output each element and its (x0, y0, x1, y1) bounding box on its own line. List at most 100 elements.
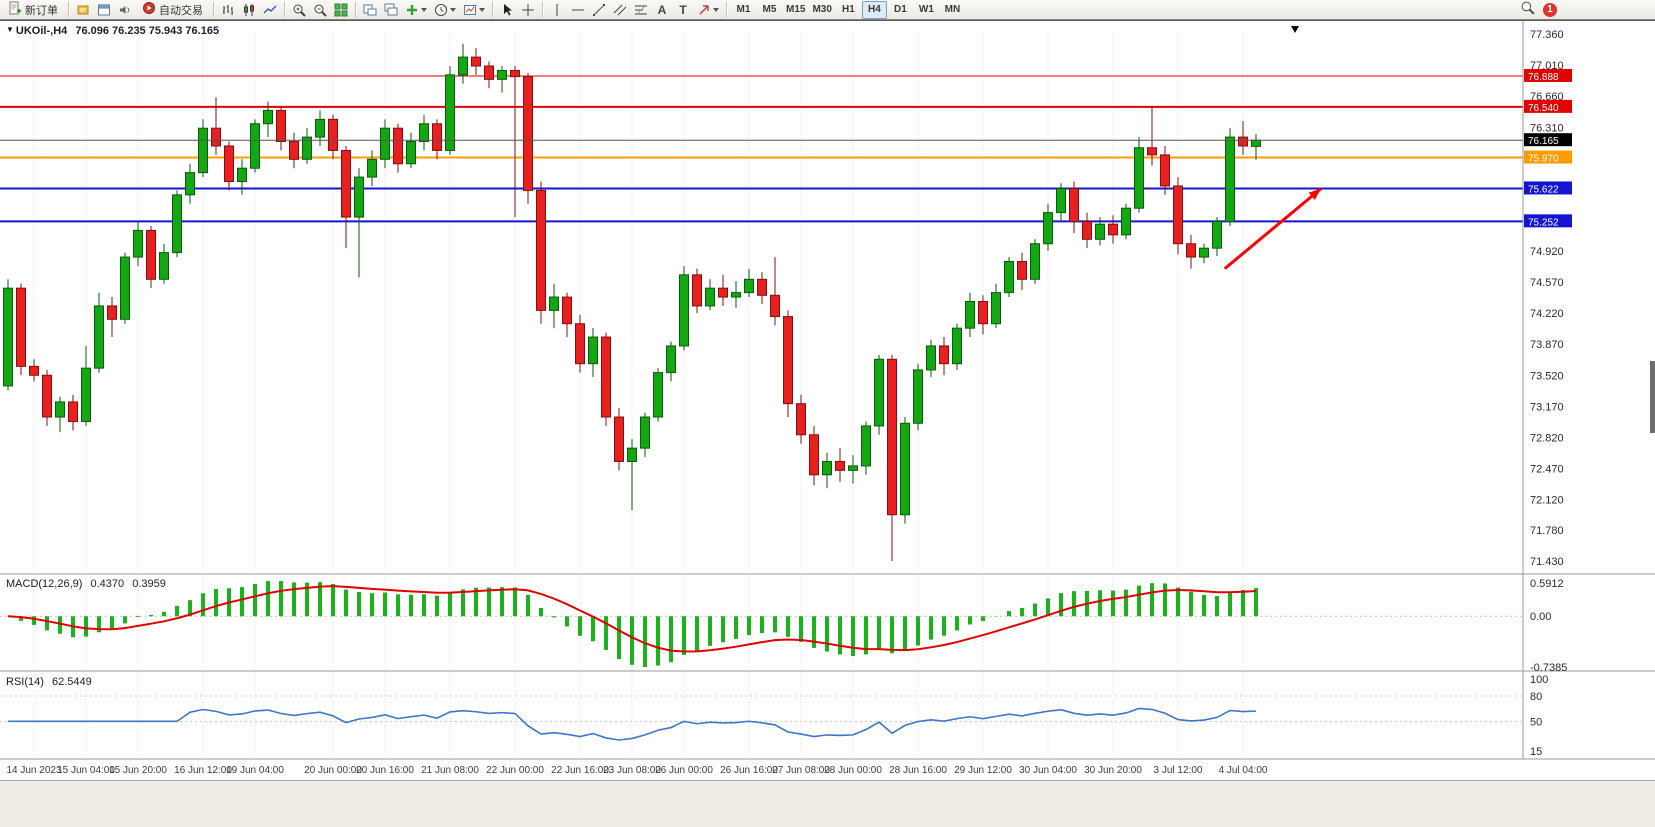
vertical-line-icon[interactable] (547, 1, 567, 19)
candle (692, 274, 702, 307)
candle (1121, 207, 1131, 236)
cursor-icon[interactable] (497, 1, 517, 19)
zoom-out-icon[interactable] (310, 1, 330, 19)
candle (120, 256, 130, 320)
indicators-add-icon[interactable] (402, 1, 430, 19)
chart-title: ▼ UKOil-,H4 76.096 76.235 75.943 76.165 (6, 25, 219, 37)
candle (1004, 261, 1014, 294)
periods-clock-icon[interactable] (431, 1, 459, 19)
symbols-icon[interactable] (73, 1, 93, 19)
macd-signal-value: 0.3959 (132, 578, 166, 590)
candle (1017, 261, 1027, 280)
text-icon[interactable]: A (657, 2, 667, 17)
sound-icon[interactable] (115, 1, 135, 19)
level-badge (1524, 150, 1572, 164)
time-axis-label: 20 Jun 00:00 (304, 765, 362, 776)
autotrading-button[interactable]: 自动交易 (136, 1, 209, 19)
candle (29, 365, 39, 376)
candle (614, 416, 624, 462)
channel-icon[interactable] (610, 1, 630, 19)
timeframe-h1[interactable]: H1 (842, 4, 855, 15)
candle (1238, 136, 1248, 147)
autotrading-icon (142, 1, 156, 18)
trend-arrow-head (1308, 188, 1321, 201)
text-label-icon[interactable]: T (679, 2, 687, 17)
arrange-windows-icon[interactable] (360, 1, 380, 19)
candle (445, 74, 455, 151)
candlestick-icon[interactable] (239, 1, 259, 19)
candle (328, 118, 338, 151)
price-tick: 73.520 (1530, 370, 1564, 382)
price-tick: 74.220 (1530, 308, 1564, 320)
timeframe-m5[interactable]: M5 (762, 4, 777, 15)
svg-text:76.165: 76.165 (1528, 136, 1559, 147)
chart-shift-marker-icon[interactable] (1291, 26, 1299, 33)
line-chart-icon[interactable] (260, 1, 280, 19)
candle (874, 358, 884, 427)
chart-window-icon[interactable] (94, 1, 114, 19)
rsi-scale-label: 50 (1530, 716, 1542, 728)
trend-arrow[interactable] (1223, 187, 1322, 270)
crosshair-icon[interactable] (518, 1, 538, 19)
chart-area[interactable]: 14 Jun 2023 15 Jun 04:00 15 Jun 20:00 16 Ju… (0, 20, 1655, 781)
horizontal-line-icon[interactable] (568, 1, 588, 19)
time-axis-label: 15 Jun 20:00 (109, 765, 167, 776)
level-badge (1524, 68, 1572, 82)
rsi-value: 62.5449 (51, 676, 92, 688)
candle (822, 460, 832, 476)
main-chart (3, 43, 1261, 561)
timeframe-m30[interactable]: M30 (812, 4, 832, 15)
vertical-scrollbar-thumb[interactable] (1650, 361, 1655, 433)
candle (744, 278, 754, 294)
price-tick: 73.170 (1530, 401, 1564, 413)
candle (354, 176, 364, 218)
candle (380, 127, 390, 160)
candle (705, 287, 715, 307)
search-icon[interactable] (1520, 0, 1535, 20)
arrows-icon[interactable] (694, 1, 722, 19)
time-axis-label: 28 Jun 00:00 (824, 765, 882, 776)
timeframe-m1[interactable]: M1 (736, 4, 751, 15)
timeframe-group: M1 M5 M15 M30 H1 H4 D1 W1 MN (731, 0, 965, 19)
fibonacci-icon[interactable] (631, 1, 651, 19)
time-axis-label: 19 Jun 04:00 (226, 765, 284, 776)
time-axis-label: 3 Jul 12:00 (1154, 765, 1203, 776)
autotrading-label: 自动交易 (159, 4, 203, 17)
candle (315, 118, 325, 138)
new-order-button[interactable]: 新订单 (2, 1, 64, 19)
candle (250, 123, 260, 169)
timeframe-d1[interactable]: D1 (894, 4, 907, 15)
candle (146, 229, 156, 280)
level-badge (1524, 181, 1572, 195)
chevron-down-icon (450, 7, 456, 12)
price-tick: 72.820 (1530, 432, 1564, 444)
candle (172, 194, 182, 254)
candle (1251, 139, 1261, 147)
timeframe-w1[interactable]: W1 (918, 4, 934, 15)
tile-windows-icon[interactable] (331, 1, 351, 19)
candle (900, 422, 910, 516)
collapse-triangle-icon[interactable]: ▼ (6, 25, 14, 34)
candle (81, 367, 91, 422)
time-axis-label: 23 Jun 08:00 (603, 765, 661, 776)
candle (510, 69, 520, 78)
bar-chart-icon[interactable] (218, 1, 238, 19)
candle (3, 287, 13, 387)
notification-badge[interactable]: 1 (1543, 2, 1557, 17)
time-axis-label: 22 Jun 00:00 (486, 765, 544, 776)
timeframe-m15[interactable]: M15 (786, 4, 806, 15)
candle (458, 56, 468, 76)
trendline-icon[interactable] (589, 1, 609, 19)
timeframe-mn[interactable]: MN (944, 4, 961, 15)
templates-icon[interactable] (460, 1, 488, 19)
candle (159, 252, 169, 280)
cascade-windows-icon[interactable] (381, 1, 401, 19)
time-axis-label: 29 Jun 12:00 (954, 765, 1012, 776)
zoom-in-icon[interactable] (289, 1, 309, 19)
timeframe-h4[interactable]: H4 (861, 0, 887, 19)
price-scale[interactable]: 77.36077.01076.66076.31075.96075.61075.2… (1522, 21, 1572, 759)
rsi-scale-label: 80 (1530, 691, 1542, 703)
candle (289, 141, 299, 160)
